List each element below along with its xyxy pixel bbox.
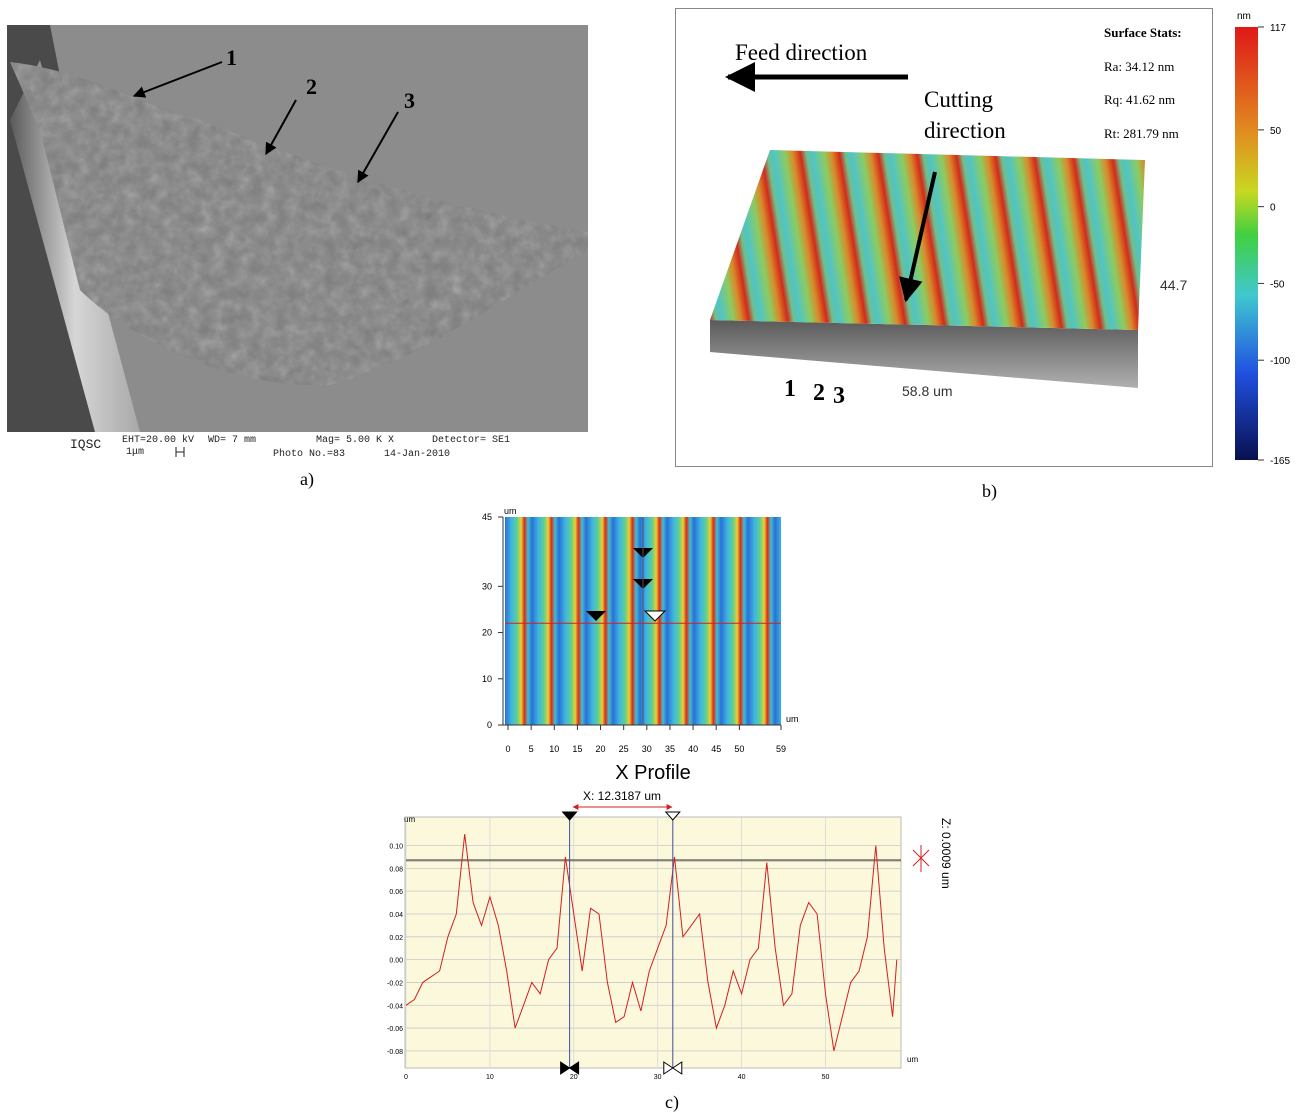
- y-tick-label: -0.02: [387, 980, 403, 987]
- profile-y-unit: um: [404, 815, 415, 824]
- y-tick-label: 20: [482, 628, 492, 638]
- stat: Ra: 34.12 nm: [1104, 59, 1174, 74]
- x-tick-label: 40: [688, 744, 698, 754]
- panel-a: 1 2 3 IQSC EHT=20.00 kV 1μm WD= 7 mm Pho…: [7, 25, 588, 490]
- map-y-unit: um: [504, 506, 517, 516]
- x-tick-label: 25: [619, 744, 629, 754]
- colorbar-tick-label: -165: [1270, 456, 1290, 467]
- x-tick-label: 50: [822, 1074, 830, 1081]
- profile-line: [405, 834, 898, 1052]
- x-tick-label: 10: [549, 744, 559, 754]
- height-label: 44.7: [1160, 277, 1187, 293]
- marker: [586, 611, 606, 621]
- x-tick-label: 20: [596, 744, 606, 754]
- arrow-label: 3: [404, 88, 415, 113]
- profile-area: [404, 816, 902, 1069]
- cursor-marker: [560, 1061, 580, 1075]
- map-x-unit: um: [786, 714, 799, 724]
- arrow-label: 2: [306, 74, 317, 99]
- z-marker: [912, 845, 930, 872]
- caption: c): [665, 1092, 679, 1113]
- footer-text: Detector= SE1: [432, 435, 510, 446]
- x-tick-label: 15: [572, 744, 582, 754]
- surface-base: [710, 320, 1138, 388]
- y-tick-label: 45: [482, 512, 492, 522]
- footer-text: 14-Jan-2010: [384, 449, 450, 460]
- y-tick-label: 0.00: [389, 958, 403, 965]
- region-number: 2: [813, 380, 825, 406]
- stats-title: Surface Stats:: [1104, 25, 1182, 40]
- region-number: 1: [784, 376, 796, 402]
- footer-text: 1μm: [126, 447, 144, 458]
- arrow: [132, 61, 223, 98]
- caption: a): [300, 469, 314, 490]
- z-label: Z: 0.0009 um: [939, 818, 953, 889]
- x-tick-label: 10: [486, 1074, 494, 1081]
- arrow-label: 1: [226, 45, 237, 70]
- y-tick-label: -0.06: [387, 1026, 403, 1033]
- y-tick-label: -0.08: [387, 1049, 403, 1056]
- y-tick-label: 30: [482, 581, 492, 591]
- panel-c: um um 0 5 10 15 20 25 30 35 40 45 50 59 0 10 20 30 45 X …: [387, 506, 953, 1113]
- x-tick-label: 35: [665, 744, 675, 754]
- x-tick-label: 50: [734, 744, 744, 754]
- y-tick-label: 0.10: [389, 844, 403, 851]
- cutting-label: direction: [924, 118, 1006, 143]
- colorbar-tick-label: 50: [1270, 126, 1282, 137]
- y-tick-label: 0: [487, 720, 492, 730]
- stat: Rq: 41.62 nm: [1104, 92, 1175, 107]
- feed-label: Feed direction: [735, 40, 868, 65]
- colorbar: [1235, 27, 1258, 460]
- profile-x-unit: um: [907, 1055, 918, 1064]
- arrow: [265, 99, 297, 156]
- colorbar-tick-label: -100: [1270, 356, 1290, 367]
- footer-text: EHT=20.00 kV: [122, 434, 194, 446]
- cutting-label: Cutting: [924, 87, 994, 112]
- footer-text: Photo No.=83: [273, 448, 345, 460]
- cutting-arrow: [899, 171, 937, 303]
- x-tick-label: 0: [404, 1074, 408, 1081]
- cursor-marker: [561, 811, 578, 821]
- x-tick-label: 30: [654, 1074, 662, 1081]
- profile-title: X Profile: [615, 762, 691, 784]
- footer-text: IQSC: [70, 437, 101, 452]
- y-tick-label: -0.04: [387, 1003, 403, 1010]
- y-tick-label: 0.08: [389, 866, 403, 873]
- x-tick-label: 40: [738, 1074, 746, 1081]
- colorbar-tick-label: 0: [1270, 203, 1276, 214]
- x-tick-label: 45: [711, 744, 721, 754]
- scale-bar: [175, 447, 185, 457]
- region-number: 3: [833, 383, 845, 409]
- x-tick-label: 30: [642, 744, 652, 754]
- footer-text: WD= 7 mm: [208, 435, 256, 446]
- cursor-marker: [663, 1061, 683, 1075]
- footer-text: Mag= 5.00 K X: [316, 435, 394, 446]
- y-tick-label: 10: [482, 674, 492, 684]
- y-tick-label: 0.02: [389, 935, 403, 942]
- cursor-label: X: 12.3187 um: [583, 789, 661, 803]
- y-tick-label: 0.04: [389, 912, 403, 919]
- marker: [643, 610, 667, 622]
- chip-texture: [10, 62, 588, 386]
- x-tick-label: 20: [570, 1074, 578, 1081]
- caption: b): [982, 481, 997, 502]
- width-label: 58.8 um: [902, 383, 953, 399]
- y-tick-label: 0.06: [389, 889, 403, 896]
- x-tick-label: 59: [776, 744, 786, 754]
- x-tick-label: 0: [505, 744, 510, 754]
- colorbar-tick-label: -50: [1270, 279, 1285, 290]
- x-tick-label: 5: [529, 744, 534, 754]
- surface-top: [710, 150, 1145, 330]
- colorbar-unit: nm: [1237, 11, 1251, 22]
- panel-b: Feed direction Cutting direction Surface…: [675, 8, 1290, 502]
- cursor-marker: [664, 811, 681, 821]
- sem-footer: [7, 432, 588, 460]
- stat: Rt: 281.79 nm: [1104, 126, 1179, 141]
- arrow: [357, 111, 399, 184]
- colorbar-tick-label: 117: [1270, 23, 1286, 34]
